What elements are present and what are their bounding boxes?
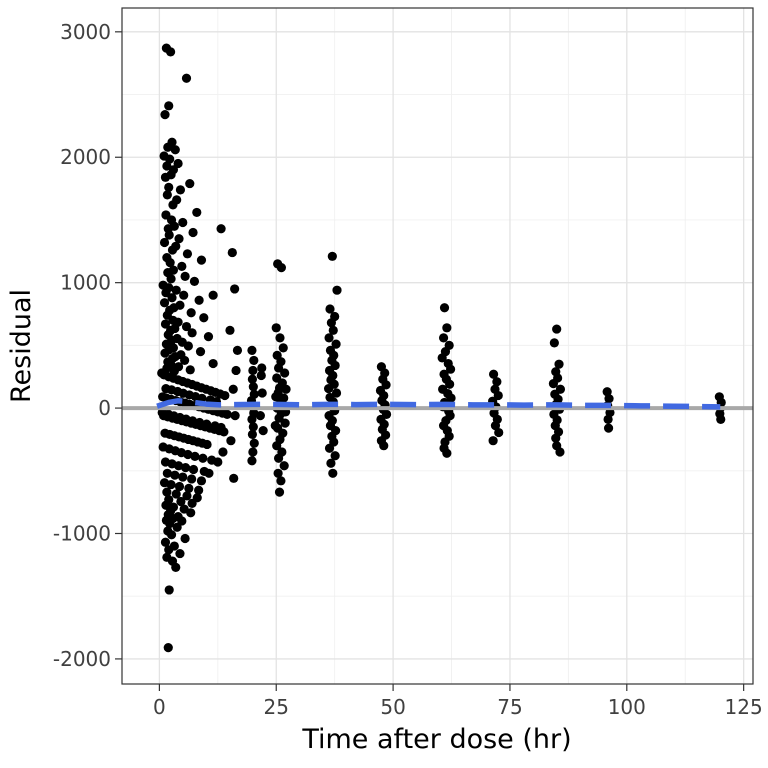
major-gridlines	[122, 8, 753, 684]
svg-text:0: 0	[98, 396, 111, 420]
minor-gridlines	[122, 8, 753, 684]
svg-text:125: 125	[725, 695, 763, 719]
svg-text:50: 50	[380, 695, 405, 719]
scatter-points	[157, 43, 726, 653]
y-axis-title: Residual	[6, 289, 37, 403]
x-axis-title: Time after dose (hr)	[301, 724, 571, 755]
svg-text:75: 75	[497, 695, 522, 719]
svg-text:100: 100	[608, 695, 646, 719]
axis-tick-labels: 0 25 50 75 100 125 -2000 -1000 0 1000 2000 3000	[53, 20, 763, 719]
axis-ticks	[115, 31, 745, 691]
panel-border	[121, 7, 754, 685]
smoother-dashed-line	[156, 398, 721, 410]
svg-text:-2000: -2000	[53, 647, 111, 671]
svg-text:1000: 1000	[60, 271, 111, 295]
svg-text:0: 0	[153, 695, 166, 719]
svg-text:-1000: -1000	[53, 521, 111, 545]
svg-text:3000: 3000	[60, 20, 111, 44]
svg-text:2000: 2000	[60, 145, 111, 169]
svg-text:25: 25	[264, 695, 289, 719]
